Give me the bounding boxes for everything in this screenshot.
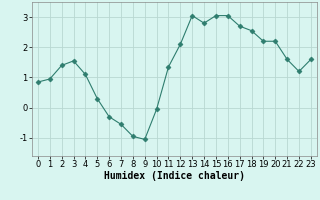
X-axis label: Humidex (Indice chaleur): Humidex (Indice chaleur) (104, 171, 245, 181)
